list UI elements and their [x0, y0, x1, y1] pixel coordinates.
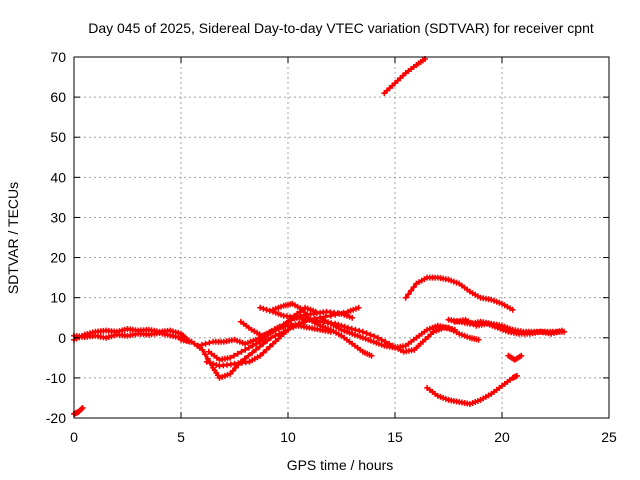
data-point-marker [475, 336, 482, 343]
data-point-marker [349, 314, 356, 321]
data-point-marker [371, 333, 378, 340]
data-point-marker [249, 349, 256, 356]
data-point-marker [266, 343, 273, 350]
data-point-marker [202, 351, 209, 358]
data-point-marker [260, 349, 267, 356]
data-point-marker [359, 328, 366, 335]
data-point-marker [295, 320, 302, 327]
data-point-marker [514, 372, 520, 379]
x-tick-label: 5 [177, 429, 185, 445]
data-point-marker [405, 291, 412, 298]
data-point-marker [368, 352, 375, 359]
data-point-marker [245, 352, 252, 359]
x-axis-label: GPS time / hours [287, 457, 394, 473]
y-tick-label: 0 [58, 330, 66, 346]
data-point-marker [245, 344, 252, 351]
series-track-k [402, 274, 516, 313]
data-point-marker [410, 284, 417, 291]
y-tick-label: 40 [50, 169, 66, 185]
series-track-a [178, 304, 362, 381]
y-tick-label: -20 [46, 410, 66, 426]
series-track-n [381, 56, 428, 97]
data-point-marker [382, 338, 389, 345]
data-point-marker [558, 327, 565, 334]
series-track-j [451, 316, 565, 337]
series-track-h [317, 314, 482, 351]
data-point-marker [242, 346, 249, 353]
data-point-marker [257, 352, 264, 359]
data-point-marker [402, 294, 409, 301]
data-point-marker [238, 348, 245, 355]
data-point-marker [264, 337, 271, 344]
data-point-marker [241, 355, 248, 362]
axis-ticks: 0 5 10 15 20 25 -20 -10 0 10 20 30 40 50 60 70 [46, 49, 617, 445]
data-point-marker [249, 342, 256, 349]
data-point-marker [203, 358, 210, 365]
data-point-marker [356, 327, 363, 334]
data-point-marker [263, 306, 270, 313]
data-point-marker [263, 346, 270, 353]
data-point-marker [312, 308, 319, 315]
series-track-d [203, 318, 309, 369]
y-tick-label: 60 [50, 89, 66, 105]
series-track-g [270, 300, 375, 359]
data-point-marker [210, 360, 217, 367]
y-tick-label: 10 [50, 290, 66, 306]
data-point-marker [367, 331, 374, 338]
y-tick-label: -10 [46, 370, 66, 386]
y-tick-label: 50 [50, 129, 66, 145]
plot-frame [73, 56, 610, 419]
data-point-marker [206, 359, 213, 366]
data-point-marker [213, 361, 220, 368]
data-point-marker [206, 339, 213, 346]
data-point-marker [195, 342, 202, 349]
data-point-marker [227, 354, 234, 361]
x-tick-label: 15 [387, 429, 403, 445]
y-axis-label: SDTVAR / TECUs [5, 182, 21, 294]
data-point-marker [198, 341, 205, 348]
data-point-marker [509, 306, 516, 313]
data-point-marker [78, 406, 85, 412]
data-point-marker [518, 352, 525, 359]
y-tick-label: 30 [50, 209, 66, 225]
series-track-base-2 [71, 326, 191, 343]
grid [74, 57, 609, 418]
data-point-marker [253, 340, 260, 347]
data-point-marker [234, 350, 241, 357]
data-point-marker [408, 287, 415, 294]
data-point-marker [292, 321, 299, 328]
y-tick-label: 20 [50, 250, 66, 266]
x-tick-label: 20 [494, 429, 510, 445]
data-point-marker [260, 305, 267, 312]
data-point-marker [252, 346, 259, 353]
x-tick-label: 10 [280, 429, 296, 445]
data-point-marker [257, 304, 264, 311]
x-tick-label: 25 [601, 429, 617, 445]
data-point-marker [266, 307, 273, 314]
data-point-marker [374, 334, 381, 341]
series-track-m [505, 352, 525, 363]
data-point-marker [272, 332, 279, 339]
chart-title: Day 045 of 2025, Sidereal Day-to-day VTE… [88, 20, 594, 36]
data-point-marker [298, 319, 305, 326]
data-points [71, 56, 568, 417]
data-point-marker [344, 324, 351, 331]
data-point-marker [231, 352, 237, 359]
series-track-l [424, 372, 520, 407]
y-tick-label: 70 [50, 49, 66, 65]
x-tick-label: 0 [70, 429, 78, 445]
data-point-marker [289, 322, 296, 329]
series-track-o [71, 405, 86, 417]
data-point-marker [79, 405, 86, 411]
data-point-marker [202, 340, 209, 347]
data-point-marker [355, 304, 362, 311]
data-point-marker [363, 330, 370, 337]
